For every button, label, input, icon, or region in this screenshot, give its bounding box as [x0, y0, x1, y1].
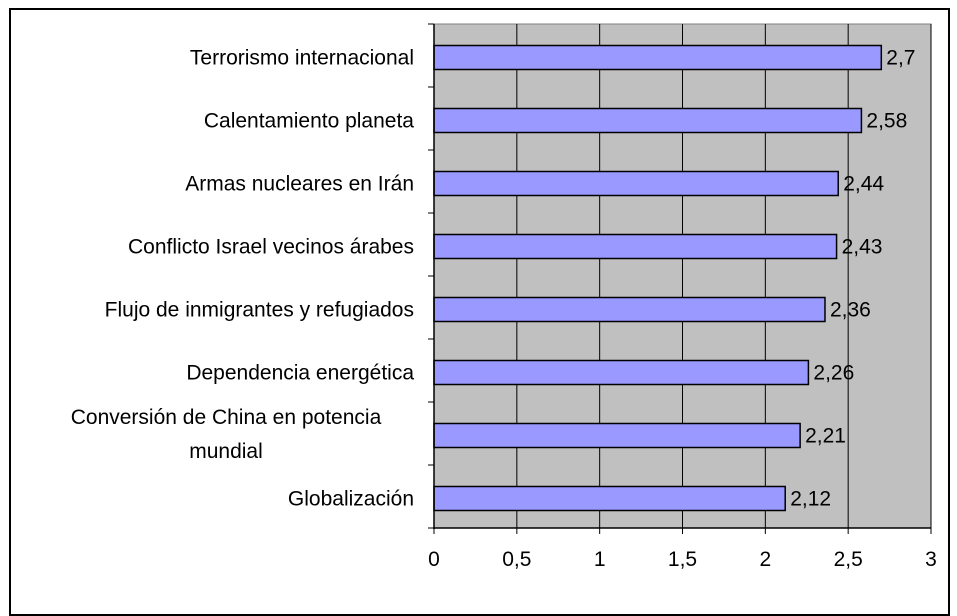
- x-tick-label: 3: [925, 548, 937, 571]
- data-label: 2,36: [830, 299, 871, 322]
- data-label: 2,43: [842, 236, 883, 259]
- category-label: Conflicto Israel vecinos árabes: [128, 236, 414, 259]
- bar: [433, 233, 838, 260]
- data-label: 2,44: [843, 173, 884, 196]
- data-label: 2,12: [790, 488, 831, 511]
- category-label: Terrorismo internacional: [190, 47, 414, 70]
- x-tick-label: 2,5: [834, 548, 863, 571]
- data-labels: 2,7 2,58 2,44 2,43 2,36 2,26 2,21 2,12: [790, 47, 915, 511]
- data-label: 2,58: [866, 110, 907, 133]
- bar: [433, 44, 883, 71]
- category-label: Flujo de inmigrantes y refugiados: [105, 299, 414, 322]
- x-tick-label: 0,5: [502, 548, 531, 571]
- data-label: 2,26: [813, 362, 854, 385]
- data-label: 2,7: [886, 47, 915, 70]
- x-tick-label: 1,5: [668, 548, 697, 571]
- bar: [433, 422, 801, 449]
- bar: [433, 359, 810, 386]
- bars: [433, 44, 883, 512]
- x-tick-label: 0: [428, 548, 440, 571]
- category-label: Calentamiento planeta: [204, 110, 414, 133]
- bar: [433, 107, 863, 134]
- category-label: Conversión de China en potencia: [71, 406, 382, 429]
- axes: [428, 23, 932, 534]
- category-label: Armas nucleares en Irán: [185, 173, 414, 196]
- category-label: Globalización: [288, 488, 414, 511]
- x-tick-label: 1: [594, 548, 606, 571]
- bar: [433, 296, 826, 323]
- data-label: 2,21: [805, 425, 846, 448]
- bar: [433, 170, 839, 197]
- category-labels: Terrorismo internacional Calentamiento pl…: [71, 47, 415, 511]
- x-tick-labels: 0 0,5 1 1,5 2 2,5 3: [428, 548, 937, 571]
- category-label: mundial: [189, 440, 263, 463]
- bar: [433, 485, 786, 512]
- category-label: Dependencia energética: [186, 362, 414, 385]
- x-tick-label: 2: [759, 548, 771, 571]
